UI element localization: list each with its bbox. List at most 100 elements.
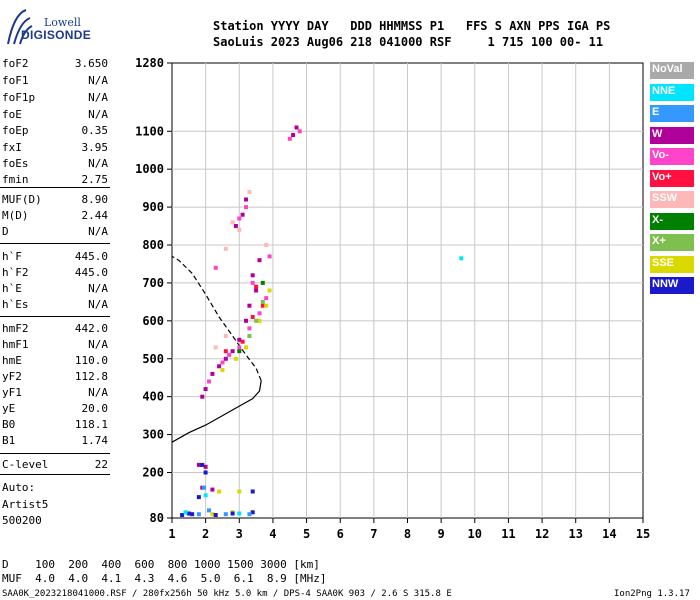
echo-point-nnw — [190, 512, 195, 517]
param-name: yF2 — [2, 370, 22, 383]
param-value: 20.0 — [81, 402, 109, 415]
digisonde-logo: Lowell DIGISONDE — [4, 4, 94, 48]
separator — [0, 243, 110, 244]
param-row-h-e: h`E N/A — [2, 282, 108, 296]
legend-item-ssw: SSW — [650, 191, 694, 208]
param-name: yF1 — [2, 386, 22, 399]
x-tick-label: 5 — [303, 527, 310, 541]
x-tick-label: 12 — [535, 527, 549, 541]
echo-point-nnw — [230, 511, 235, 516]
param-value: 110.0 — [74, 354, 108, 367]
param-value: N/A — [88, 282, 108, 295]
y-tick-label: 700 — [142, 276, 164, 290]
echo-point-w — [196, 462, 201, 467]
legend-label: W — [652, 127, 663, 140]
param-row-fof1: foF1 N/A — [2, 74, 108, 88]
y-tick-label: 1100 — [135, 124, 164, 138]
param-name: D — [2, 225, 9, 238]
echo-point-w — [240, 212, 245, 217]
echo-point-vo — [257, 311, 262, 316]
param-name: hmF1 — [2, 338, 29, 351]
echo-point-w — [233, 224, 238, 228]
legend-label: SSE — [652, 256, 675, 269]
echo-point-ssw — [237, 227, 242, 232]
echo-point-x — [260, 299, 265, 304]
ionogram-chart: 1 2 3 4 5 6 7 8 9 10 11 12 13 14 158020030040050060070… — [135, 56, 650, 541]
param-value: N/A — [88, 157, 108, 170]
x-tick-label: 6 — [337, 527, 344, 541]
param-name: yE — [2, 402, 16, 415]
param-row-hmf1: hmF1 N/A — [2, 338, 108, 352]
logo-lowell-text: Lowell — [44, 16, 81, 29]
param-row-b1: B1 1.74 — [2, 434, 108, 448]
echo-point-sse — [244, 345, 248, 350]
y-tick-label: 1280 — [135, 56, 164, 70]
echo-point-vo — [250, 280, 255, 285]
x-tick-label: 14 — [602, 527, 616, 541]
echo-point-vo — [207, 379, 211, 384]
echo-point-vo — [260, 303, 265, 308]
x-tick-label: 15 — [636, 527, 650, 541]
echo-point-vo — [264, 296, 269, 301]
param-name: hmF2 — [2, 322, 29, 335]
legend-label: SSW — [652, 192, 678, 204]
param-name: foF2 — [2, 57, 29, 70]
x-tick-label: 3 — [236, 527, 243, 541]
file-info-footer: SAA0K_2023218041000.RSF / 280fx256h 50 k… — [2, 589, 452, 599]
echo-point-sse — [264, 303, 269, 308]
muf-distance-row: D 100 200 400 600 800 1000 1500 3000 [km… — [2, 558, 320, 571]
param-value: 3.650 — [74, 57, 108, 70]
echo-point-sse — [220, 368, 225, 373]
param-value: N/A — [88, 338, 108, 351]
echo-point-x — [254, 318, 259, 323]
echo-point-w — [217, 364, 222, 369]
param-value: N/A — [88, 108, 108, 121]
echo-point-ssw — [213, 345, 218, 350]
param-value: N/A — [88, 225, 108, 238]
echo-point-sse — [217, 489, 222, 494]
echo-point-x — [260, 280, 265, 285]
param-row-foe: foE N/A — [2, 108, 108, 122]
x-tick-label: 10 — [468, 527, 482, 541]
echo-point-vo — [213, 265, 218, 270]
param-value: 0.35 — [81, 124, 109, 137]
param-name: h`Es — [2, 298, 29, 311]
param-value: 8.90 — [81, 193, 109, 206]
echo-point-w — [247, 303, 252, 308]
echo-point-nnw — [213, 513, 218, 517]
param-name: B1 — [2, 434, 16, 447]
echo-point-x — [247, 334, 252, 338]
param-value: N/A — [88, 298, 108, 311]
param-row-fof1p: foF1p N/A — [2, 91, 108, 105]
y-tick-label: 200 — [142, 466, 164, 480]
legend-label: Vo- — [652, 149, 669, 161]
echo-point-nne — [237, 511, 242, 516]
separator — [0, 316, 110, 317]
param-name: B0 — [2, 418, 16, 431]
param-name: foE — [2, 108, 22, 121]
echo-point-w — [291, 133, 296, 137]
param-row-foep: foEp 0.35 — [2, 124, 108, 138]
param-name: foF1 — [2, 74, 29, 87]
profile-curve-solid — [171, 380, 262, 443]
separator — [0, 187, 110, 188]
y-tick-label: 800 — [142, 238, 164, 252]
x-tick-label: 7 — [370, 527, 377, 541]
param-row-hme: hmE 110.0 — [2, 354, 108, 368]
echo-point-vo — [227, 353, 232, 357]
echo-point-x — [237, 349, 242, 354]
echo-point-nnw — [186, 511, 191, 516]
echo-point-sse — [237, 489, 242, 494]
param-row-ye: yE 20.0 — [2, 402, 108, 416]
echo-point-ssw — [230, 220, 235, 225]
param-value: 3.95 — [81, 141, 109, 154]
echo-point-w — [294, 125, 299, 130]
echo-point-vo — [254, 284, 259, 289]
separator — [0, 474, 110, 475]
echo-point-e — [223, 512, 228, 517]
echo-point-w — [203, 464, 208, 469]
param-name: fxI — [2, 141, 22, 154]
echo-point-w — [203, 387, 208, 392]
echo-point-nne — [203, 493, 208, 498]
legend-item-x: X+ — [650, 234, 694, 251]
